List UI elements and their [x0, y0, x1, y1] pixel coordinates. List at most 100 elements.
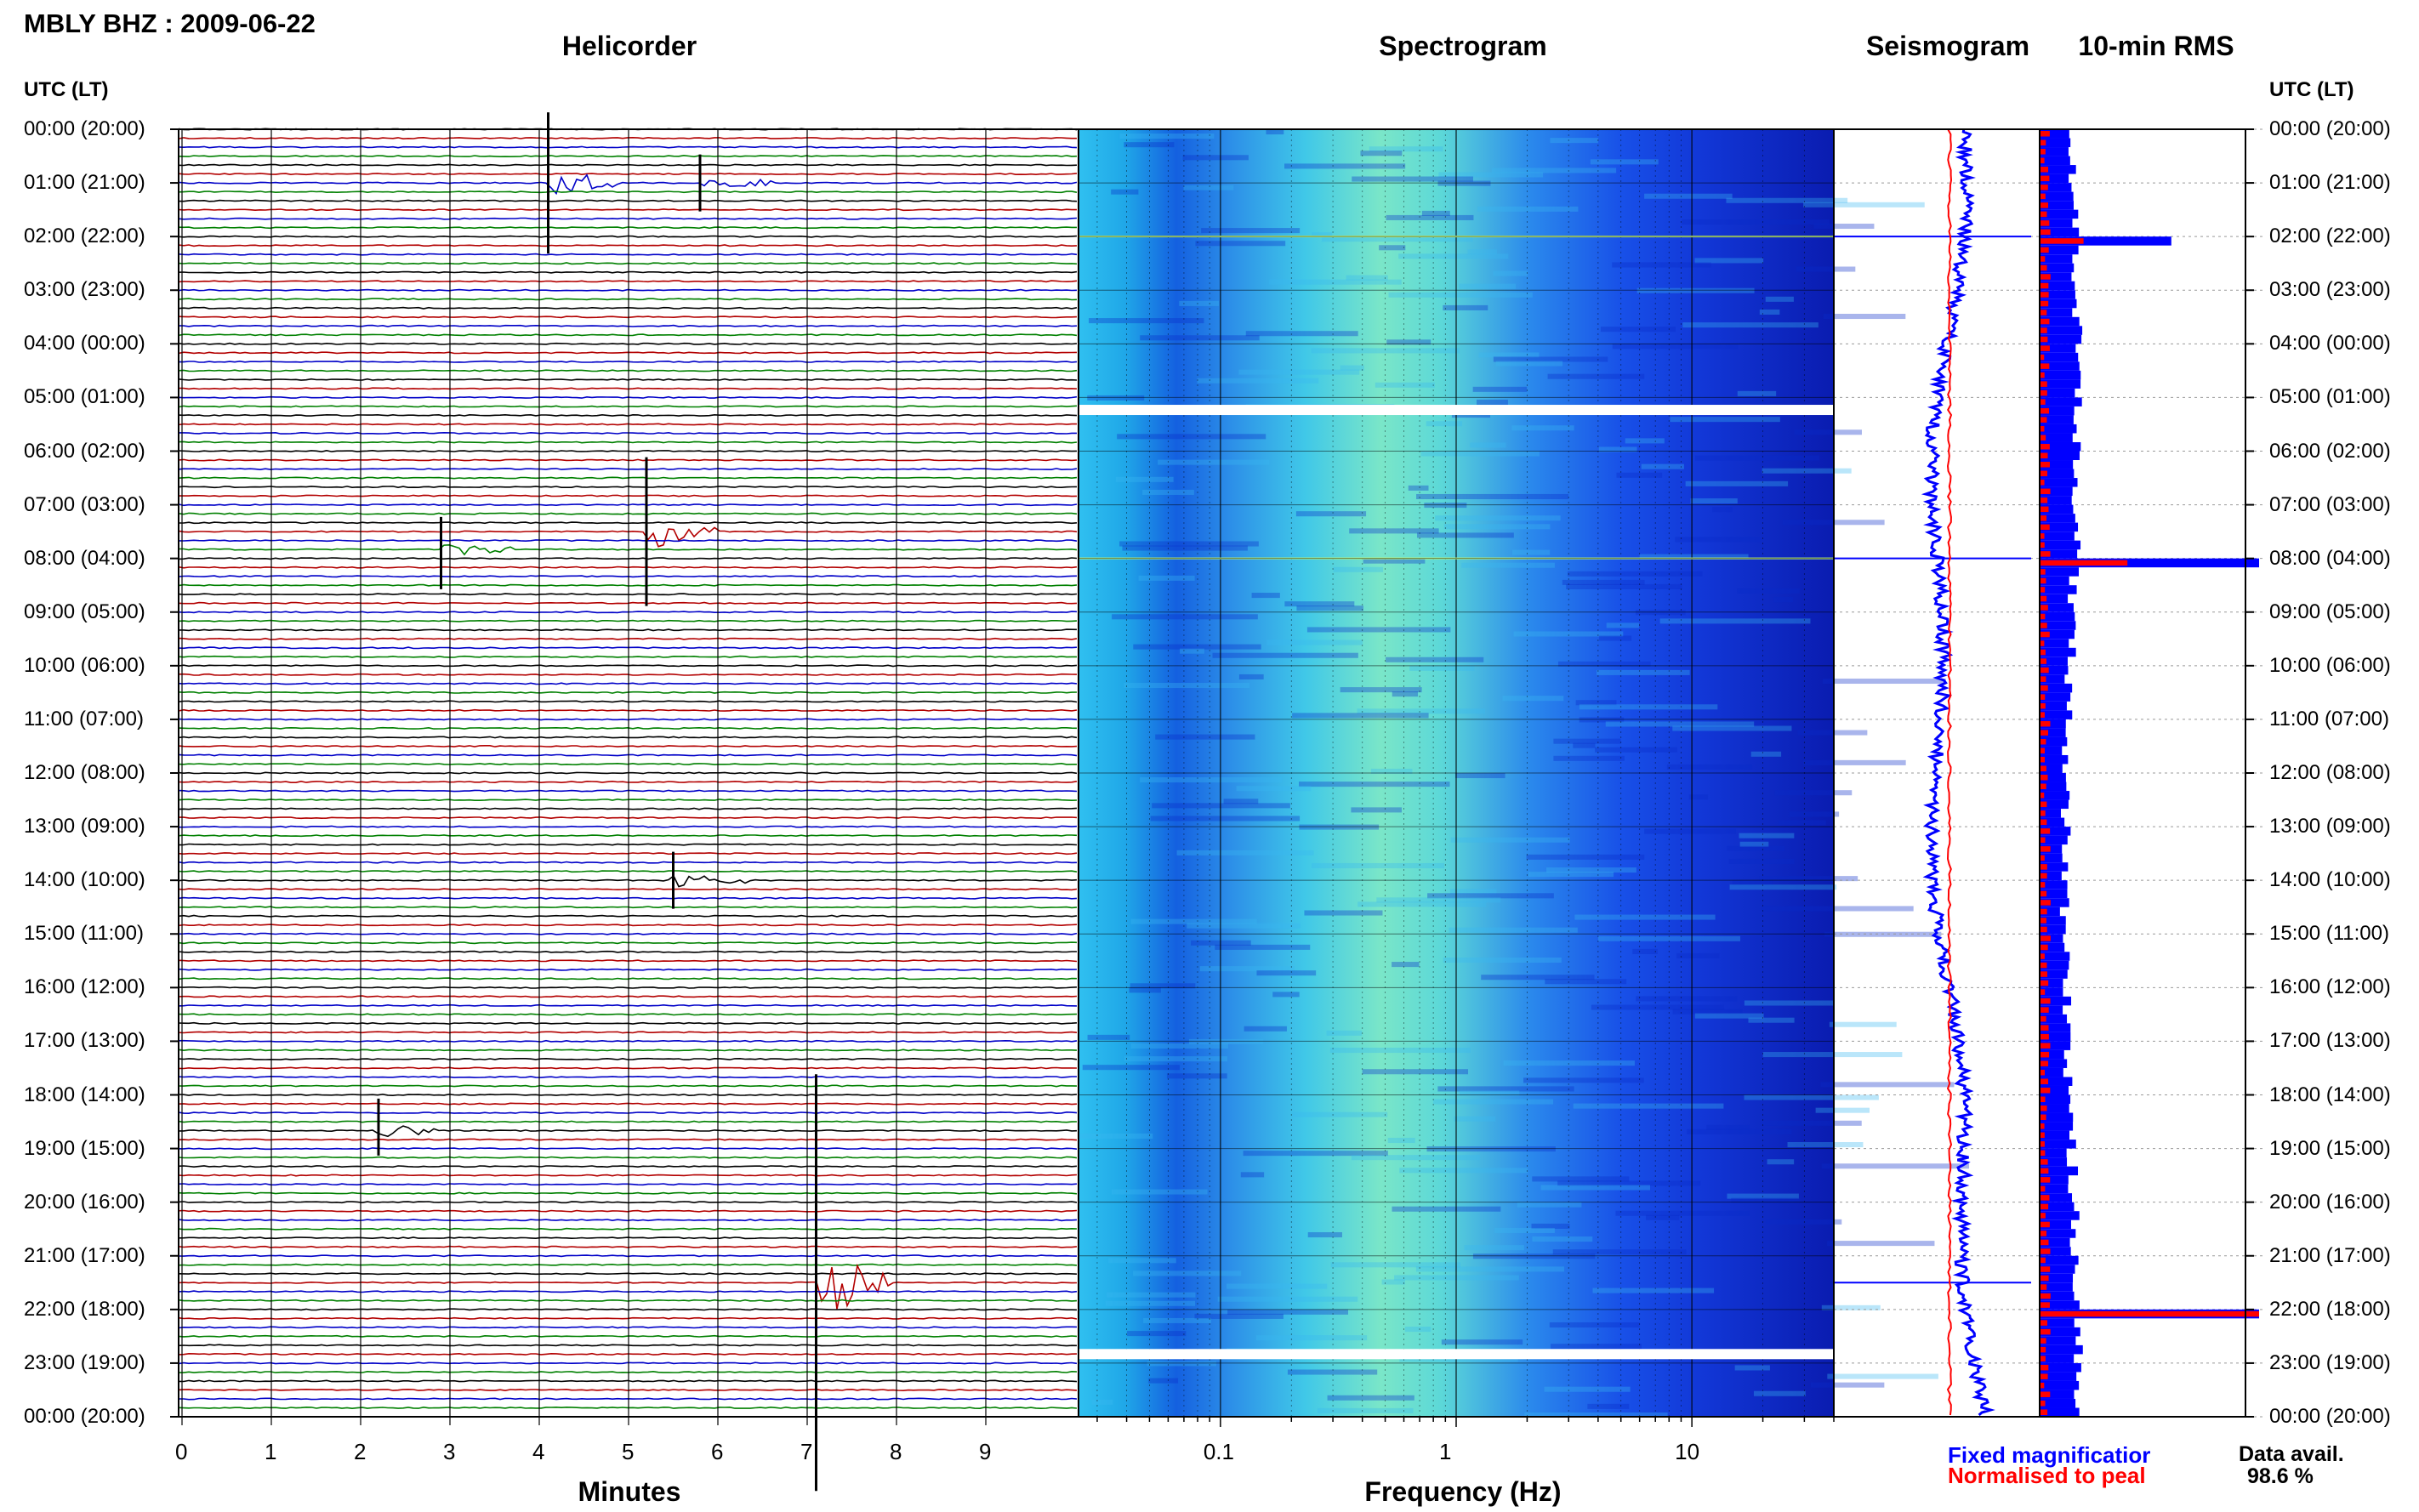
rms-normalised-bar — [2040, 1051, 2050, 1058]
spectrogram-cell — [1370, 768, 1413, 774]
rms-fixed-bar — [2040, 441, 2081, 452]
rms-normalised-bar — [2040, 407, 2050, 414]
spectrogram-cell — [1821, 1305, 1881, 1310]
spectrogram-cell — [1444, 524, 1551, 530]
rms-normalised-bar — [2040, 801, 2047, 808]
rms-fixed-bar — [2040, 773, 2066, 782]
spectrogram-cell — [1676, 952, 1720, 959]
helicorder-trace — [178, 1316, 1078, 1320]
rms-fixed-bar — [2040, 889, 2068, 899]
spectrogram-cell — [1748, 1017, 1795, 1023]
left-time-label: 03:00 (23:00) — [24, 278, 145, 302]
rms-normalised-bar — [2040, 175, 2050, 182]
spectrogram-cell — [1477, 399, 1508, 405]
rms-normalised-bar — [2040, 1409, 2048, 1415]
frequency-axis-label: Frequency (Hz) — [1364, 1476, 1562, 1507]
helicorder-trace — [178, 700, 1078, 703]
right-time-label: 00:00 (20:00) — [2269, 1405, 2391, 1428]
spectrogram-cell — [1734, 1365, 1770, 1371]
rms-fixed-bar — [2040, 522, 2079, 532]
spectrogram-cell — [1566, 583, 1682, 589]
rms-fixed-bar — [2040, 326, 2083, 335]
spectrogram-cell — [1138, 575, 1195, 581]
helicorder-trace — [178, 753, 1078, 757]
spectrogram-cell — [1470, 442, 1506, 448]
spectrogram-cell — [1494, 1227, 1555, 1233]
rms-fixed-bar — [2040, 514, 2075, 523]
helicorder-trace — [178, 351, 1078, 355]
rms-normalised-bar — [2040, 953, 2045, 959]
left-axis-header: UTC (LT) — [24, 78, 109, 101]
rms-fixed-bar — [2040, 1344, 2083, 1355]
helicorder-trace — [178, 914, 1078, 918]
spectrogram-cell — [1424, 503, 1467, 509]
spectrogram-cell — [1493, 356, 1608, 362]
helicorder-trace — [178, 503, 1078, 507]
spectrogram-cell — [1794, 429, 1862, 435]
rms-fixed-bar — [2040, 746, 2063, 755]
spectrogram-cell — [1392, 962, 1420, 968]
spectrogram-cell — [1399, 1168, 1528, 1174]
spectrogram-cell — [1612, 262, 1711, 268]
spectrogram-cell — [1685, 480, 1789, 486]
rms-normalised-bar — [2040, 756, 2046, 763]
spectrogram-cell — [1376, 897, 1501, 903]
spectrogram-cell — [1386, 214, 1474, 220]
spectrogram-cell — [1392, 1206, 1501, 1212]
helicorder-trace — [178, 1290, 1078, 1293]
spectrogram-cell — [1212, 652, 1358, 658]
rms-normalised-bar — [2040, 613, 2046, 620]
helicorder-trace — [178, 217, 1078, 220]
rms-fixed-bar — [2040, 1247, 2071, 1256]
spectrogram-cell — [1369, 146, 1443, 152]
spectrogram-cell — [1111, 189, 1139, 195]
rms-normalised-bar — [2040, 720, 2051, 727]
helicorder-x-tick: 2 — [354, 1439, 367, 1464]
spectrogram-cell — [1130, 983, 1196, 989]
rms-normalised-bar — [2040, 1015, 2046, 1022]
spectrogram-cell — [1575, 700, 1617, 706]
spectrogram-cell — [1287, 1369, 1378, 1375]
spectrogram-cell — [1362, 1069, 1469, 1075]
rms-fixed-bar — [2040, 254, 2073, 264]
spectrogram-cell — [1688, 794, 1709, 800]
left-time-label: 00:00 (20:00) — [24, 1405, 145, 1428]
spectrogram-cell — [1750, 751, 1782, 757]
rms-fixed-bar — [2040, 308, 2073, 317]
rms-normalised-bar — [2040, 318, 2050, 325]
rms-fixed-bar — [2040, 1372, 2077, 1381]
rms-normalised-bar — [2040, 202, 2049, 208]
helicorder-trace — [178, 870, 1078, 873]
spectrogram-cell — [1299, 782, 1450, 787]
helicorder-trace — [178, 1361, 1078, 1365]
rms-fixed-bar — [2040, 388, 2075, 398]
rms-fixed-bar — [2040, 290, 2075, 299]
rms-fixed-bar — [2040, 683, 2073, 693]
spectrogram-cell — [1605, 721, 1755, 727]
helicorder-trace — [178, 1308, 1078, 1311]
helicorder-trace — [178, 673, 1078, 676]
rms-fixed-bar — [2040, 1104, 2069, 1113]
spectrogram-cell — [1789, 811, 1840, 817]
right-time-label: 15:00 (11:00) — [2269, 922, 2389, 946]
rms-fixed-bar — [2040, 1166, 2079, 1176]
spectrogram-cell — [1803, 202, 1925, 207]
spectrogram-cell — [1236, 786, 1312, 792]
helicorder-trace — [178, 173, 1078, 176]
spectrogram-cell — [1472, 386, 1528, 392]
helicorder-title: Helicorder — [561, 31, 697, 61]
rms-normalised-bar — [2040, 533, 2045, 539]
spectrogram-cell — [1122, 545, 1248, 551]
rms-fixed-bar — [2040, 549, 2078, 559]
spectrogram-cell — [1357, 708, 1485, 714]
spectrogram-cell — [1827, 1373, 1938, 1379]
spectrogram-cell — [1115, 476, 1174, 482]
spectrogram-cell — [1124, 142, 1175, 148]
rms-normalised-bar — [2040, 310, 2047, 315]
rms-normalised-bar — [2040, 139, 2046, 146]
rms-normalised-bar — [2040, 282, 2049, 289]
spectrogram-cell — [1427, 893, 1554, 899]
spectrogram-cell — [1810, 1382, 1885, 1388]
spectrogram-cell — [1552, 1249, 1687, 1255]
rms-normalised-bar — [2040, 1123, 2045, 1129]
